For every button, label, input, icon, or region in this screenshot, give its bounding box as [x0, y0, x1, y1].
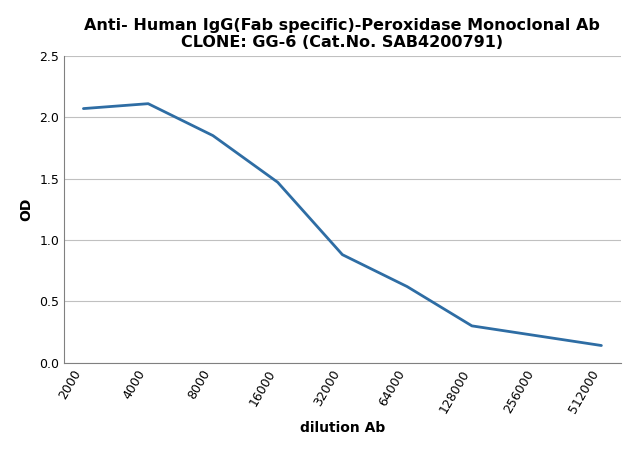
X-axis label: dilution Ab: dilution Ab	[300, 421, 385, 435]
Title: Anti- Human IgG(Fab specific)-Peroxidase Monoclonal Ab
CLONE: GG-6 (Cat.No. SAB4: Anti- Human IgG(Fab specific)-Peroxidase…	[84, 18, 600, 51]
Y-axis label: OD: OD	[20, 198, 33, 221]
